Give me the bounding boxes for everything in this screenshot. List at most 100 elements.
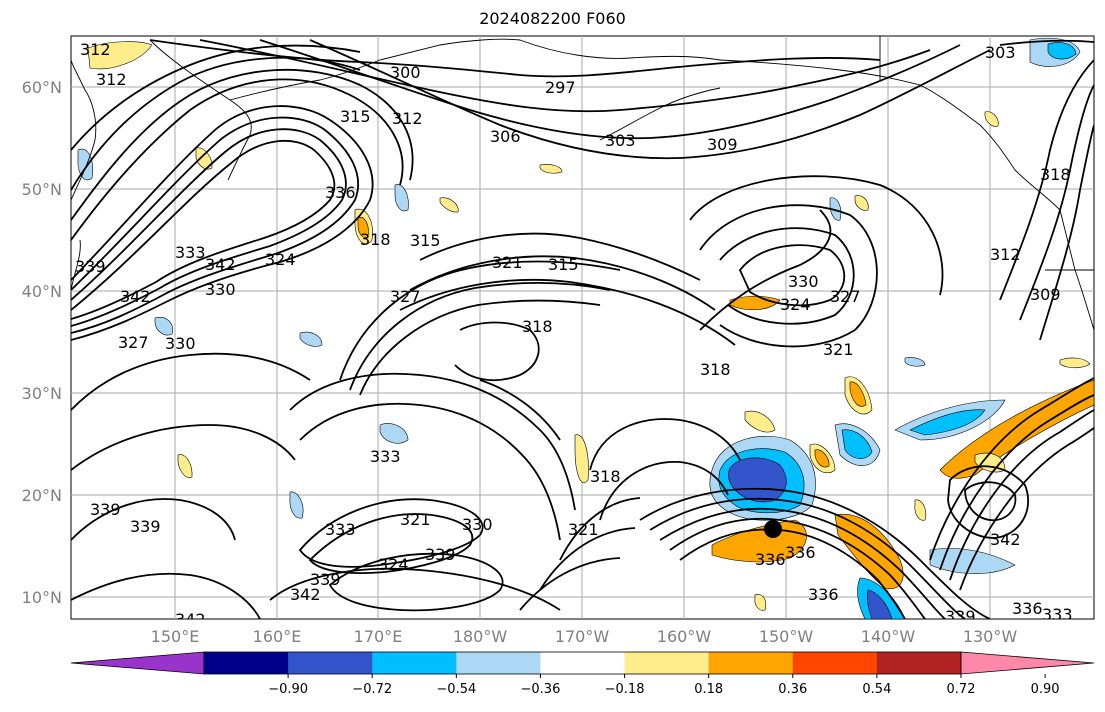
colorbar-swatch	[372, 652, 457, 674]
contour-label: 324	[780, 295, 811, 314]
colorbar-swatch	[456, 652, 541, 674]
shaded-negative-small	[379, 423, 409, 444]
shaded-positive-small	[1059, 357, 1091, 369]
colorbar-swatch	[540, 652, 626, 674]
shaded-negative-south	[866, 589, 893, 619]
shaded-positive-small	[849, 381, 867, 407]
lon-label: 130°W	[963, 627, 1018, 646]
lat-label: 50°N	[22, 180, 62, 199]
contour-label: 303	[985, 43, 1016, 62]
contour-label: 312	[392, 109, 423, 128]
shaded-positive-small	[984, 111, 999, 127]
contour-label-group: 312 312 300 297 315 312 306 303 309 303 …	[75, 40, 1073, 626]
lon-label: 150°E	[151, 627, 200, 646]
contour-label: 318	[590, 467, 621, 486]
colorbar-swatch	[708, 652, 794, 674]
contour-label: 339	[945, 607, 976, 626]
colorbar-tick-label: 0.90	[1031, 682, 1060, 697]
contour-label: 336	[808, 585, 839, 604]
contour-label: 330	[165, 334, 196, 353]
contour-label: 330	[462, 515, 493, 534]
contour-label: 327	[390, 287, 421, 306]
colorbar-swatch	[792, 652, 878, 674]
shaded-positive-small	[87, 41, 153, 70]
shaded-negative-small	[394, 184, 409, 212]
colorbar: −0.90 −0.72 −0.54 −0.36 −0.18 0.18 0.36 0.54 0.7…	[70, 651, 1095, 697]
contour-label: 309	[707, 135, 738, 154]
coastlines	[71, 36, 1094, 331]
contour-label: 297	[545, 78, 576, 97]
colorbar-tick-label: 0.54	[862, 682, 891, 697]
lat-label: 20°N	[22, 486, 62, 505]
contour-label: 312	[80, 40, 111, 59]
map-title: 2024082200 F060	[479, 9, 626, 28]
contour-label: 336	[1012, 599, 1043, 618]
contour-label: 315	[410, 231, 441, 250]
contour-label: 333	[370, 447, 401, 466]
shaded-positive-small	[177, 454, 193, 478]
colorbar-extend-low	[70, 651, 205, 675]
lon-label: 170°E	[354, 627, 403, 646]
colorbar-swatch	[624, 652, 710, 674]
contour-label: 312	[96, 70, 127, 89]
contour-label: 321	[492, 253, 523, 272]
shaded-negative-small	[299, 331, 323, 347]
contour-label: 333	[325, 520, 356, 539]
contour-label: 318	[700, 360, 731, 379]
contour-label: 339	[425, 545, 456, 564]
contour-label: 324	[378, 555, 409, 574]
contour-label: 318	[360, 230, 391, 249]
contour-label: 315	[340, 107, 371, 126]
colorbar-swatch	[204, 652, 289, 674]
colorbar-extend-high	[960, 651, 1095, 675]
contour-label: 321	[823, 340, 854, 359]
shaded-positive-small	[574, 434, 589, 483]
colorbar-tick-label: −0.54	[436, 682, 476, 697]
contour-label: 333	[175, 243, 206, 262]
colorbar-tick-label: −0.18	[605, 682, 645, 697]
contour-label: 321	[400, 510, 431, 529]
lon-label: 150°W	[759, 627, 814, 646]
contour-label: 330	[788, 272, 819, 291]
contour-label: 336	[785, 543, 816, 562]
contour-label: 306	[490, 127, 521, 146]
contour-label: 342	[990, 530, 1021, 549]
shaded-negative-small	[904, 357, 926, 367]
contour-label: 309	[1030, 285, 1061, 304]
lon-label: 170°W	[555, 627, 610, 646]
contour-label: 336	[755, 550, 786, 569]
colorbar-tick-label: 0.36	[778, 682, 807, 697]
shaded-positive-small	[854, 195, 869, 211]
contour-lines	[71, 39, 1094, 619]
colorbar-tick-label: 0.72	[947, 682, 976, 697]
contour-label: 339	[75, 257, 106, 276]
shaded-positive-band	[834, 513, 904, 590]
colorbar-swatch	[876, 652, 962, 674]
contour-label: 330	[205, 280, 236, 299]
contour-label: 342	[290, 585, 321, 604]
shaded-positive-small	[754, 594, 767, 611]
shaded-positive-small	[539, 164, 563, 174]
cyclone-center-marker	[764, 520, 782, 538]
shaded-positive-small	[914, 499, 927, 521]
colorbar-tick-label: 0.18	[694, 682, 723, 697]
lon-label: 160°E	[253, 627, 302, 646]
contour-label: 321	[568, 520, 599, 539]
colorbar-tick-label: −0.90	[268, 682, 308, 697]
shaded-negative-band	[909, 409, 986, 436]
colorbar-tick-label: −0.72	[352, 682, 392, 697]
latitude-axis: 60°N 50°N 40°N 30°N 20°N 10°N	[22, 78, 62, 607]
shaded-negative-small	[289, 491, 304, 519]
contour-label: 315	[548, 255, 579, 274]
colorbar-border	[203, 651, 962, 675]
contour-label: 339	[130, 517, 161, 536]
longitude-axis: 150°E 160°E 170°E 180°W 170°W 160°W 150°…	[151, 627, 1018, 646]
colorbar-swatch	[288, 652, 373, 674]
lat-label: 10°N	[22, 588, 62, 607]
shaded-positive-small	[357, 217, 369, 238]
contour-label: 342	[120, 287, 151, 306]
shaded-negative-band	[841, 429, 873, 459]
shaded-positive-small	[744, 410, 776, 433]
lat-label: 40°N	[22, 282, 62, 301]
